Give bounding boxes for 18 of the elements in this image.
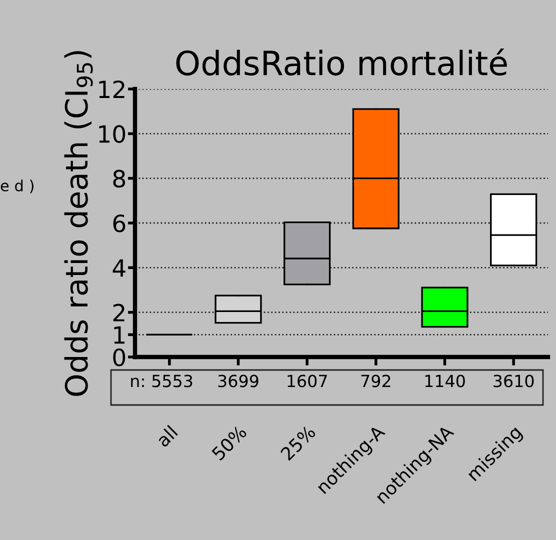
x-tick-label: all	[155, 424, 178, 448]
y-tick-label: 10	[99, 125, 126, 143]
y-axis-title: Odds ratio death (CI$_{95}$)	[64, 51, 93, 396]
y-tick-label: 12	[99, 80, 124, 98]
text: 1140	[425, 374, 465, 388]
text: n: 5553	[131, 374, 192, 388]
y-tick-label: 2	[113, 304, 124, 322]
text: 3699	[218, 374, 258, 388]
text: 1607	[288, 374, 327, 388]
text: 3610	[494, 374, 534, 388]
text: e d )	[0, 180, 34, 194]
y-tick-label: 4	[112, 259, 126, 277]
chart-title: OddsRatio mortalité	[176, 48, 507, 76]
text: 792	[361, 374, 390, 388]
y-tick-label: 6	[113, 214, 126, 232]
y-tick-label: 1	[114, 326, 124, 344]
y-tick-label: 0	[113, 348, 126, 366]
y-tick-label: 8	[113, 170, 126, 188]
